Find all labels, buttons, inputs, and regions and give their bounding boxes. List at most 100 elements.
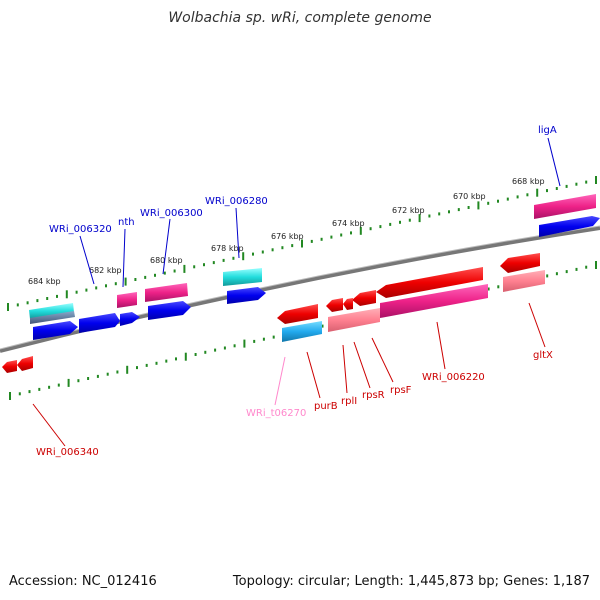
- minor-tick: [75, 290, 78, 294]
- gene-WRi_006300[interactable]: [148, 301, 191, 320]
- minor-tick: [136, 366, 138, 370]
- minor-tick: [154, 273, 156, 277]
- gene-rpsR[interactable]: [343, 298, 353, 310]
- scale-label: 680 kbp: [150, 256, 183, 265]
- minor-tick: [487, 201, 490, 205]
- gene-label-purB[interactable]: purB: [314, 401, 338, 412]
- minor-tick: [310, 239, 313, 243]
- gene-WRi_006320[interactable]: [79, 313, 120, 333]
- gene-label-nth[interactable]: nth: [118, 217, 135, 228]
- minor-tick: [173, 269, 176, 273]
- gene-rplI[interactable]: [326, 298, 343, 312]
- scale-label: 668 kbp: [512, 177, 545, 186]
- minor-tick: [193, 265, 196, 269]
- gene-WRi_006340-part[interactable]: [17, 356, 33, 371]
- minor-tick: [487, 287, 490, 291]
- gene-label-rpsR[interactable]: rpsR: [362, 390, 385, 401]
- gene-label-rplI[interactable]: rplI: [341, 396, 357, 407]
- gene-label-WRi_t06270[interactable]: WRi_t06270: [246, 408, 306, 419]
- gene-label-WRi_006280[interactable]: WRi_006280: [205, 196, 268, 207]
- gene-WRi_006340[interactable]: [2, 360, 17, 373]
- major-tick: [595, 176, 597, 184]
- minor-tick: [457, 208, 460, 212]
- gene-rpsF[interactable]: [352, 290, 376, 306]
- major-tick: [184, 352, 187, 361]
- gene-label-rpsF[interactable]: rpsF: [390, 385, 412, 396]
- label-leaders: [32, 137, 561, 447]
- topology-text: Topology: circular; Length: 1,445,873 bp…: [232, 574, 590, 589]
- minor-tick: [114, 282, 117, 286]
- minor-tick: [408, 218, 411, 222]
- accession-text: Accession: NC_012416: [9, 574, 157, 589]
- trna-left-band-shadow[interactable]: [30, 311, 75, 324]
- minor-tick: [546, 189, 548, 193]
- major-tick: [477, 201, 480, 210]
- minor-tick: [565, 184, 568, 188]
- minor-tick: [281, 246, 284, 250]
- gene-label-gltX[interactable]: gltX: [533, 350, 553, 361]
- minor-tick: [96, 374, 99, 378]
- minor-tick: [497, 285, 500, 289]
- scale-label: 672 kbp: [392, 206, 425, 215]
- minor-tick: [77, 379, 80, 383]
- gene-left-forward[interactable]: [33, 321, 78, 340]
- gene-WRi_006300-cds[interactable]: [145, 283, 188, 302]
- scale-label: 670 kbp: [453, 192, 486, 201]
- trna-WRi_006280-band[interactable]: [223, 268, 262, 286]
- minor-tick: [575, 267, 578, 271]
- scale-label: 674 kbp: [332, 219, 365, 228]
- minor-tick: [56, 294, 58, 298]
- major-tick: [242, 252, 245, 261]
- scale-label: 678 kbp: [211, 244, 244, 253]
- gene-WRi_006220[interactable]: [376, 267, 483, 298]
- scale-label: 682 kbp: [89, 266, 122, 275]
- gene-WRi_006220-cds[interactable]: [380, 284, 488, 318]
- minor-tick: [261, 250, 264, 254]
- gene-label-WRi_006220[interactable]: WRi_006220: [422, 372, 485, 383]
- gene-gltX[interactable]: [500, 253, 540, 273]
- minor-tick: [233, 344, 236, 348]
- major-tick: [65, 290, 68, 299]
- scale-label: 684 kbp: [28, 277, 61, 286]
- minor-tick: [565, 270, 568, 274]
- minor-tick: [204, 350, 207, 354]
- minor-tick: [272, 335, 275, 339]
- gene-ligA-cds[interactable]: [534, 194, 596, 219]
- minor-tick: [369, 227, 372, 231]
- gene-WRi_006280[interactable]: [227, 287, 266, 304]
- gene-purB-cds[interactable]: [282, 321, 322, 342]
- major-tick: [126, 365, 129, 374]
- gene-nth-cds[interactable]: [117, 292, 137, 308]
- minor-tick: [497, 199, 499, 203]
- minor-tick: [321, 324, 324, 328]
- minor-tick: [175, 357, 177, 361]
- forward-gene-labels: ligA WRi_006280 WRi_006300 nth WRi_00632…: [49, 125, 557, 235]
- minor-tick: [232, 256, 235, 260]
- minor-tick: [271, 248, 274, 252]
- gene-cluster-cds[interactable]: [328, 308, 380, 332]
- gene-label-WRi_006340[interactable]: WRi_006340: [36, 447, 99, 458]
- gene-gltX-cds[interactable]: [503, 270, 545, 292]
- map-title: Wolbachia sp. wRi, complete genome: [168, 10, 432, 26]
- gene-label-WRi_006320[interactable]: WRi_006320: [49, 224, 112, 235]
- gene-ligA[interactable]: [539, 216, 600, 237]
- gene-purB[interactable]: [277, 304, 318, 324]
- minor-tick: [106, 372, 109, 376]
- minor-tick: [467, 206, 470, 209]
- reverse-gene-labels: gltX WRi_006220 rpsF rpsR rplI purB WRi_…: [36, 350, 553, 458]
- minor-tick: [95, 286, 98, 290]
- minor-tick: [18, 392, 21, 396]
- trna-left-band[interactable]: [29, 303, 74, 319]
- minor-tick: [291, 244, 294, 248]
- gene-nth[interactable]: [120, 312, 140, 326]
- gene-label-WRi_006300[interactable]: WRi_006300: [140, 208, 203, 219]
- gene-label-ligA[interactable]: ligA: [538, 125, 557, 136]
- scale-label: 676 kbp: [271, 232, 304, 241]
- minor-tick: [448, 210, 450, 214]
- minor-tick: [85, 288, 88, 292]
- minor-tick: [163, 271, 166, 275]
- major-tick: [359, 226, 362, 235]
- major-tick: [595, 261, 597, 269]
- minor-tick: [134, 278, 137, 281]
